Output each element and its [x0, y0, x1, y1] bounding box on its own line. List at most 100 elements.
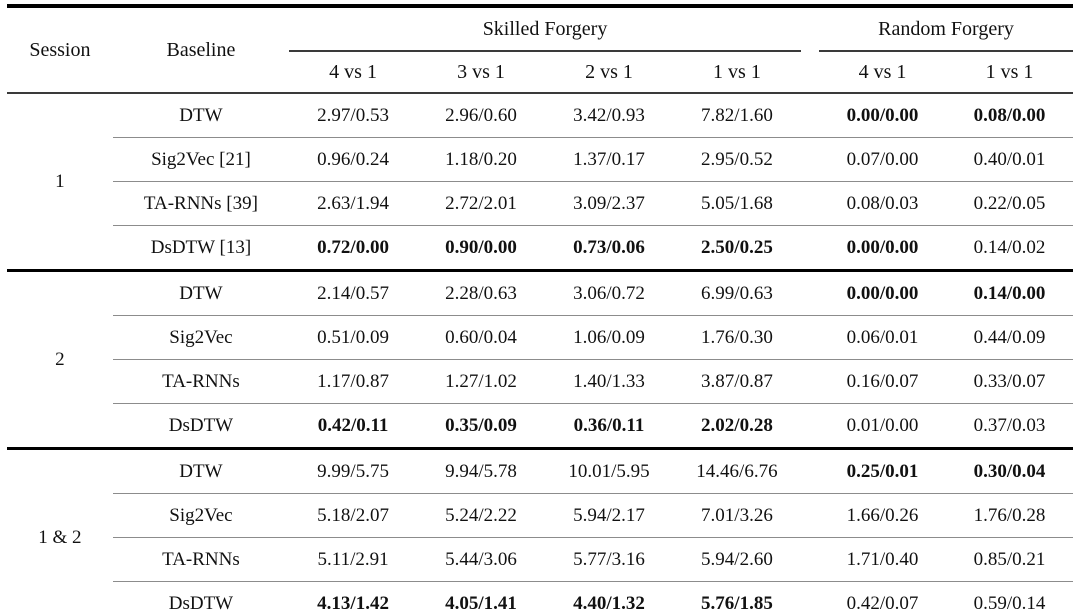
column-gap — [800, 225, 820, 271]
column-gap — [800, 92, 820, 138]
value-cell: 2.63/1.94 — [289, 181, 418, 226]
value-cell: 2.95/0.52 — [672, 137, 801, 182]
baseline-cell: DsDTW [13] — [112, 225, 290, 271]
column-gap — [800, 269, 820, 316]
value-cell: 0.73/0.06 — [545, 225, 673, 271]
table-header: Session Baseline Skilled Forgery Random … — [7, 6, 1073, 93]
value-cell: 1.71/0.40 — [819, 537, 946, 582]
baseline-cell: DTW — [112, 269, 290, 316]
value-cell: 14.46/6.76 — [672, 447, 801, 494]
column-gap — [800, 537, 820, 582]
subcol-header-skilled-2v1: 2 vs 1 — [585, 60, 633, 83]
value-cell: 0.44/0.09 — [945, 315, 1073, 360]
value-cell: 4.40/1.32 — [545, 581, 673, 612]
group-header-skilled-forgery: Skilled Forgery — [289, 6, 801, 52]
value-cell: 0.72/0.00 — [289, 225, 418, 271]
value-cell: 0.42/0.07 — [819, 581, 946, 612]
value-cell: 1.27/1.02 — [417, 359, 545, 404]
column-gap — [800, 493, 820, 538]
column-gap — [800, 181, 820, 226]
value-cell: 5.94/2.60 — [672, 537, 801, 582]
table-row: 2 DTW 2.14/0.57 2.28/0.63 3.06/0.72 6.99… — [7, 269, 1073, 449]
value-cell: 1.40/1.33 — [545, 359, 673, 404]
subcol-header-skilled-1v1: 1 vs 1 — [713, 60, 761, 83]
value-cell: 2.96/0.60 — [417, 92, 545, 138]
column-gap — [800, 359, 820, 404]
table-row: Sig2Vec 0.51/0.09 0.60/0.04 1.06/0.09 1.… — [7, 315, 1073, 360]
session-cell: 2 — [7, 269, 113, 449]
baseline-cell: DsDTW — [112, 581, 290, 612]
value-cell: 4.13/1.42 — [289, 581, 418, 612]
column-gap — [800, 315, 820, 360]
value-cell: 0.51/0.09 — [289, 315, 418, 360]
baseline-cell: DTW — [112, 447, 290, 494]
table-body: 1 DTW 2.97/0.53 2.96/0.60 3.42/0.93 7.82… — [7, 92, 1073, 612]
subcol-header-skilled-3v1: 3 vs 1 — [457, 60, 505, 83]
value-cell: 5.44/3.06 — [417, 537, 545, 582]
value-cell: 0.33/0.07 — [945, 359, 1073, 404]
table-row: 1 DTW 2.97/0.53 2.96/0.60 3.42/0.93 7.82… — [7, 92, 1073, 271]
value-cell: 0.35/0.09 — [417, 403, 545, 449]
value-cell: 0.59/0.14 — [945, 581, 1073, 612]
value-cell: 9.94/5.78 — [417, 447, 545, 494]
table-row: TA-RNNs 5.11/2.91 5.44/3.06 5.77/3.16 5.… — [7, 537, 1073, 582]
value-cell: 0.14/0.00 — [945, 269, 1073, 316]
value-cell: 0.85/0.21 — [945, 537, 1073, 582]
baseline-cell: DTW — [112, 92, 290, 138]
value-cell: 1.66/0.26 — [819, 493, 946, 538]
value-cell: 1.06/0.09 — [545, 315, 673, 360]
baseline-cell: Sig2Vec — [112, 493, 290, 538]
table-row: Sig2Vec 5.18/2.07 5.24/2.22 5.94/2.17 7.… — [7, 493, 1073, 538]
session-cell: 1 & 2 — [7, 447, 113, 612]
value-cell: 0.60/0.04 — [417, 315, 545, 360]
subcol-header-random-1v1: 1 vs 1 — [985, 60, 1034, 83]
value-cell: 0.40/0.01 — [945, 137, 1073, 182]
value-cell: 0.00/0.00 — [819, 225, 946, 271]
value-cell: 7.82/1.60 — [672, 92, 801, 138]
subcol-header-skilled-4v1: 4 vs 1 — [329, 60, 377, 83]
value-cell: 9.99/5.75 — [289, 447, 418, 494]
column-gap — [800, 137, 820, 182]
value-cell: 7.01/3.26 — [672, 493, 801, 538]
header-row-subcols: 4 vs 1 3 vs 1 2 vs 1 1 vs 1 4 vs 1 1 vs … — [7, 51, 1073, 93]
value-cell: 10.01/5.95 — [545, 447, 673, 494]
value-cell: 5.05/1.68 — [672, 181, 801, 226]
value-cell: 2.28/0.63 — [417, 269, 545, 316]
value-cell: 2.50/0.25 — [672, 225, 801, 271]
header-row-groups: Session Baseline Skilled Forgery Random … — [7, 6, 1073, 61]
column-gap — [801, 6, 819, 93]
baseline-cell: TA-RNNs — [112, 537, 290, 582]
group-header-random-forgery: Random Forgery — [819, 6, 1073, 52]
baseline-cell: TA-RNNs [39] — [112, 181, 290, 226]
value-cell: 1.18/0.20 — [417, 137, 545, 182]
baseline-cell: Sig2Vec [21] — [112, 137, 290, 182]
value-cell: 0.16/0.07 — [819, 359, 946, 404]
baseline-cell: Sig2Vec — [112, 315, 290, 360]
value-cell: 2.72/2.01 — [417, 181, 545, 226]
results-table: Session Baseline Skilled Forgery Random … — [7, 4, 1073, 612]
column-gap — [800, 581, 820, 612]
value-cell: 5.18/2.07 — [289, 493, 418, 538]
value-cell: 4.05/1.41 — [417, 581, 545, 612]
value-cell: 1.76/0.30 — [672, 315, 801, 360]
value-cell: 1.37/0.17 — [545, 137, 673, 182]
value-cell: 0.25/0.01 — [819, 447, 946, 494]
value-cell: 6.99/0.63 — [672, 269, 801, 316]
value-cell: 0.90/0.00 — [417, 225, 545, 271]
value-cell: 0.01/0.00 — [819, 403, 946, 449]
subcol-header-random-4v1: 4 vs 1 — [858, 60, 907, 83]
value-cell: 5.76/1.85 — [672, 581, 801, 612]
table-row: TA-RNNs [39] 2.63/1.94 2.72/2.01 3.09/2.… — [7, 181, 1073, 226]
value-cell: 5.24/2.22 — [417, 493, 545, 538]
value-cell: 0.00/0.00 — [819, 269, 946, 316]
value-cell: 1.17/0.87 — [289, 359, 418, 404]
value-cell: 3.42/0.93 — [545, 92, 673, 138]
value-cell: 0.30/0.04 — [945, 447, 1073, 494]
value-cell: 0.96/0.24 — [289, 137, 418, 182]
col-header-session: Session — [29, 38, 91, 61]
value-cell: 5.77/3.16 — [545, 537, 673, 582]
value-cell: 5.11/2.91 — [289, 537, 418, 582]
baseline-cell: TA-RNNs — [112, 359, 290, 404]
column-gap — [800, 447, 820, 494]
